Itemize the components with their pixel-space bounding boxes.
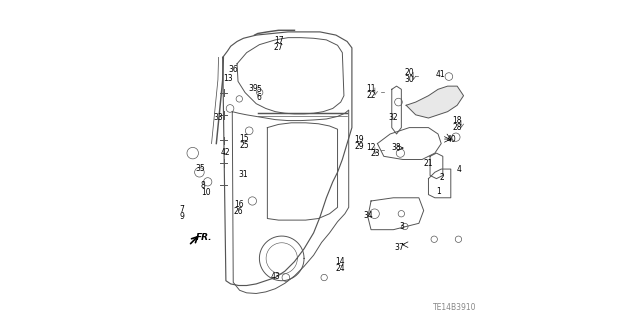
Text: 36: 36 [228, 65, 239, 74]
Text: 14: 14 [335, 257, 345, 266]
Text: 20: 20 [404, 68, 414, 77]
Text: 6: 6 [256, 93, 261, 102]
Text: 29: 29 [355, 142, 364, 151]
Text: FR.: FR. [196, 234, 212, 242]
Text: 9: 9 [180, 212, 184, 221]
Text: 3: 3 [399, 222, 404, 231]
Text: 21: 21 [424, 159, 433, 168]
Text: 22: 22 [366, 91, 376, 100]
Text: 34: 34 [364, 211, 373, 220]
Text: 43: 43 [271, 272, 280, 281]
Text: 13: 13 [223, 74, 233, 83]
Text: 8: 8 [200, 181, 205, 190]
Text: 10: 10 [202, 189, 211, 197]
Text: 26: 26 [234, 207, 243, 216]
Text: 32: 32 [388, 113, 397, 122]
Text: 1: 1 [436, 187, 441, 196]
Text: 40: 40 [447, 135, 456, 144]
Text: 37: 37 [395, 243, 404, 252]
Text: 31: 31 [238, 170, 248, 179]
Text: 15: 15 [239, 134, 249, 143]
Text: 19: 19 [355, 135, 364, 144]
Text: 24: 24 [335, 264, 345, 273]
Text: 18: 18 [452, 116, 462, 125]
Text: 33: 33 [213, 113, 223, 122]
Text: 5: 5 [256, 85, 261, 94]
Polygon shape [406, 86, 463, 118]
Text: 42: 42 [221, 148, 230, 157]
Text: 12: 12 [366, 143, 376, 152]
Text: 2: 2 [440, 173, 444, 182]
Text: 4: 4 [457, 165, 462, 174]
Text: 41: 41 [436, 70, 445, 78]
Text: 35: 35 [195, 164, 205, 173]
Text: 27: 27 [274, 43, 284, 52]
Text: 39: 39 [249, 84, 259, 93]
Text: 7: 7 [180, 205, 184, 214]
Text: 25: 25 [239, 141, 249, 150]
Text: 38: 38 [392, 143, 401, 152]
Text: 23: 23 [370, 149, 380, 158]
Text: 30: 30 [404, 75, 414, 84]
Text: TE14B3910: TE14B3910 [433, 303, 477, 312]
Text: 28: 28 [452, 123, 462, 132]
Text: 11: 11 [366, 84, 376, 93]
Text: 16: 16 [234, 200, 243, 209]
Text: 17: 17 [274, 36, 284, 45]
